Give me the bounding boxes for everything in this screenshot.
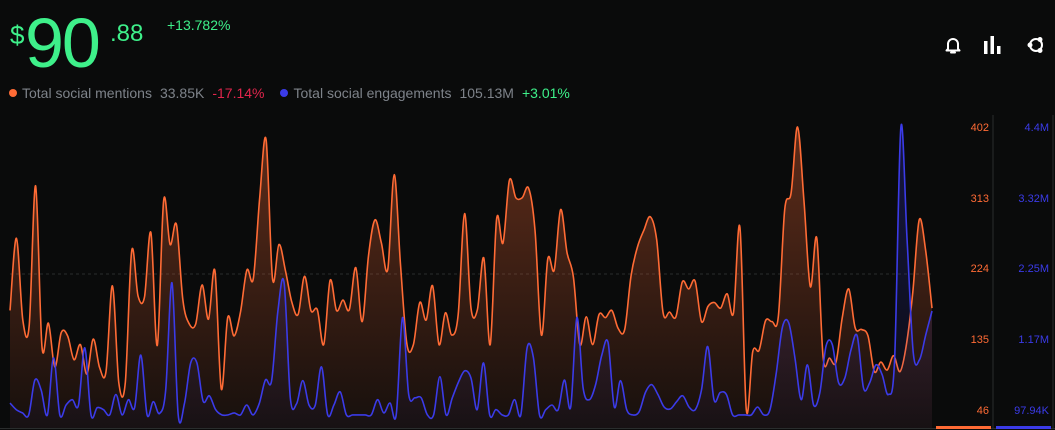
bell-icon[interactable] — [943, 35, 963, 55]
bar-chart-icon[interactable] — [983, 35, 1003, 55]
legend-engagements-value: 105.13M — [459, 85, 514, 101]
engagements-y-tick-label: 2.25M — [1018, 263, 1049, 275]
engagements-y-tick-label: 97.94K — [1014, 405, 1050, 417]
legend-mentions-label[interactable]: Total social mentions — [22, 85, 152, 101]
engagements-axis-marker — [996, 426, 1051, 429]
engagements-line — [9, 123, 933, 424]
legend-mentions-change: -17.14% — [212, 85, 265, 101]
legend-engagements-change: +3.01% — [521, 85, 570, 101]
mentions-y-tick-label: 224 — [971, 263, 989, 275]
engagements-area — [10, 124, 932, 428]
legend-engagements-label[interactable]: Total social engagements — [293, 85, 452, 101]
mentions-y-tick-label: 402 — [971, 122, 989, 134]
mentions-area — [10, 126, 932, 428]
mentions-axis-marker — [936, 426, 991, 429]
share-icon[interactable] — [1026, 35, 1046, 55]
currency-symbol: $ — [10, 20, 25, 50]
engagements-y-tick-label: 4.4M — [1025, 122, 1049, 134]
mentions-y-tick-label: 313 — [971, 193, 989, 205]
mentions-dot-icon — [9, 89, 17, 97]
legend-mentions-value: 33.85K — [159, 85, 205, 101]
price-integer: 90 — [25, 4, 101, 82]
engagements-y-tick-label: 3.32M — [1018, 193, 1049, 205]
engagements-y-tick-label: 1.17M — [1018, 334, 1049, 346]
mentions-line — [9, 126, 933, 415]
mentions-y-tick-label: 46 — [977, 405, 989, 417]
chart-legend: Total social mentions 33.85K -17.14% Tot… — [9, 85, 570, 101]
mentions-y-tick-label: 135 — [971, 334, 989, 346]
engagements-dot-icon — [280, 89, 289, 97]
price-change: +13.782% — [167, 17, 231, 33]
price-decimal: .88 — [110, 20, 144, 47]
